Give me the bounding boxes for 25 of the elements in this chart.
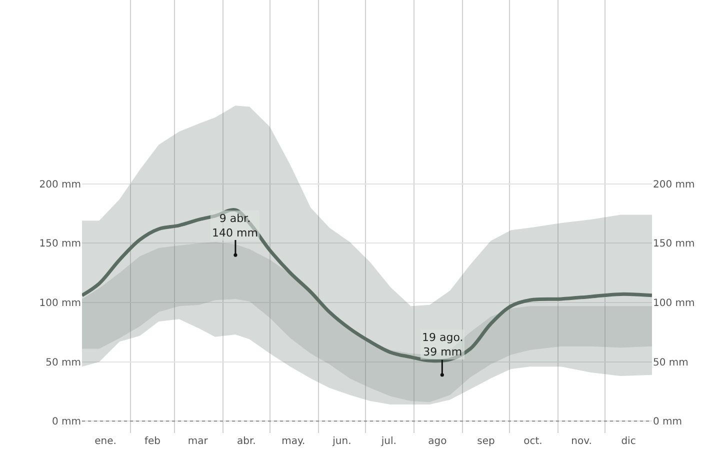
y-tick-label: 100 mm (39, 298, 81, 310)
x-tick-label: oct. (524, 436, 542, 447)
x-tick-label: dic (621, 436, 636, 447)
y-tick-label: 150 mm (39, 238, 81, 250)
y2-tick-label: 100 mm (653, 298, 695, 310)
x-tick-label: nov. (571, 436, 592, 447)
y-tick-label: 50 mm (46, 357, 81, 368)
x-tick-label: jul. (380, 436, 396, 447)
x-tick-label: feb (144, 436, 160, 447)
annotation: 19 ago. 39 mm (422, 331, 464, 358)
line-series (82, 208, 652, 363)
x-tick-label: abr. (236, 436, 256, 447)
annotation: 9 abr. 140 mm (212, 212, 258, 240)
x-tick-label: mar (188, 436, 209, 447)
y2-tick-label: 0 mm (653, 416, 682, 428)
x-tick-label: ene. (94, 436, 116, 447)
x-tick-label: may. (282, 436, 306, 447)
y2-tick-label: 150 mm (653, 238, 695, 250)
x-tick-label: sep (477, 436, 495, 447)
y2-tick-label: 50 mm (653, 357, 688, 368)
y-tick-label: 0 mm (52, 416, 81, 428)
y-tick-label: 200 mm (39, 179, 81, 190)
y2-tick-label: 200 mm (653, 179, 695, 190)
x-tick-label: jun. (332, 436, 352, 447)
x-tick-label: ago (428, 436, 447, 447)
